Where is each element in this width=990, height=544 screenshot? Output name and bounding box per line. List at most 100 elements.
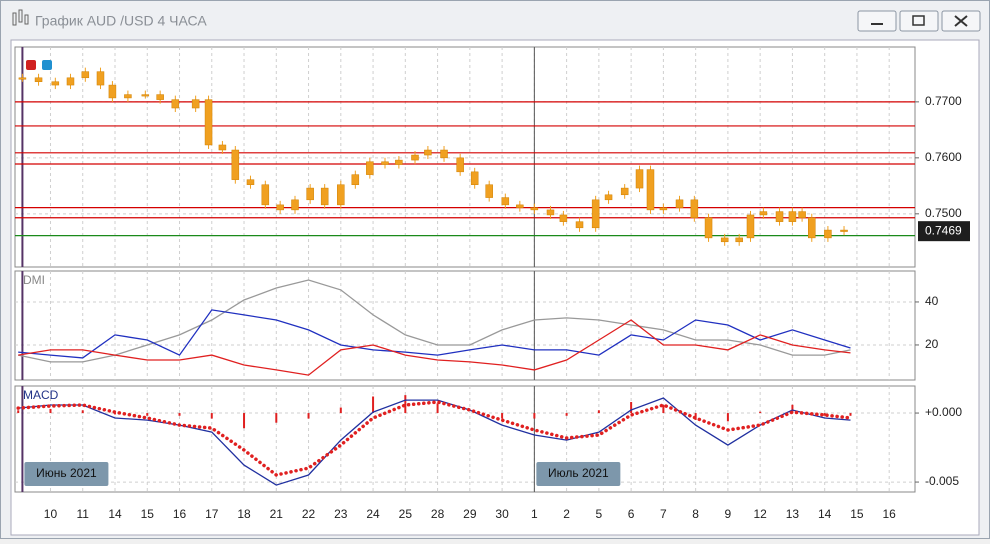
candle bbox=[424, 149, 432, 156]
window-title: График AUD /USD 4 ЧАСА bbox=[35, 13, 207, 29]
candle bbox=[788, 211, 797, 222]
candle bbox=[291, 199, 299, 211]
candle bbox=[381, 161, 389, 165]
y-tick-label: 40 bbox=[925, 294, 939, 308]
candle bbox=[530, 207, 539, 211]
maximize-button[interactable] bbox=[899, 10, 939, 32]
candle bbox=[246, 179, 255, 185]
candle bbox=[204, 99, 213, 146]
candle bbox=[218, 144, 227, 151]
candle bbox=[156, 94, 164, 100]
scheme-blue bbox=[42, 60, 52, 70]
candle bbox=[591, 199, 600, 229]
candle bbox=[620, 187, 629, 196]
candle bbox=[337, 184, 345, 206]
x-tick-label: 16 bbox=[883, 507, 897, 521]
panel-frame bbox=[14, 270, 916, 381]
x-tick-label: 10 bbox=[44, 507, 58, 521]
candle bbox=[306, 187, 314, 201]
panel-frame bbox=[14, 46, 916, 268]
candle bbox=[261, 184, 270, 206]
x-tick-label: 24 bbox=[366, 507, 380, 521]
candle bbox=[646, 169, 655, 211]
candle bbox=[66, 77, 75, 86]
close-button[interactable] bbox=[941, 10, 981, 32]
x-tick-label: 2 bbox=[563, 507, 570, 521]
period-label: Июль 2021 bbox=[548, 466, 609, 480]
candle bbox=[798, 211, 806, 218]
x-tick-label: 13 bbox=[786, 507, 800, 521]
panel-frame bbox=[14, 385, 916, 493]
candle bbox=[485, 184, 493, 198]
x-tick-label: 14 bbox=[818, 507, 832, 521]
series-line bbox=[18, 319, 851, 376]
x-tick-label: 11 bbox=[77, 507, 90, 521]
x-tick-label: 9 bbox=[725, 507, 732, 521]
candle bbox=[720, 237, 729, 243]
x-tick-label: 5 bbox=[596, 507, 603, 521]
series-line bbox=[18, 309, 851, 359]
candle bbox=[108, 84, 117, 99]
candle bbox=[604, 194, 613, 201]
candle bbox=[34, 77, 43, 82]
candle bbox=[840, 229, 848, 232]
y-tick-label: 0.7700 bbox=[925, 94, 962, 108]
candle bbox=[516, 204, 524, 208]
candle bbox=[141, 94, 150, 97]
y-tick-label: -0.005 bbox=[925, 474, 959, 488]
x-tick-label: 23 bbox=[334, 507, 348, 521]
candle bbox=[546, 209, 555, 216]
last-price-label: 0.7469 bbox=[925, 223, 962, 237]
x-tick-label: 29 bbox=[463, 507, 477, 521]
candle bbox=[735, 237, 743, 243]
scheme-red bbox=[26, 60, 36, 70]
x-tick-label: 16 bbox=[173, 507, 187, 521]
candle bbox=[191, 99, 200, 109]
period-label-box bbox=[536, 462, 621, 486]
candle bbox=[559, 214, 568, 222]
x-tick-label: 1 bbox=[531, 507, 538, 521]
panel-title: DMI bbox=[23, 273, 45, 287]
candle bbox=[470, 171, 479, 185]
signal-line bbox=[16, 400, 853, 477]
last-price-box bbox=[918, 221, 970, 242]
x-tick-label: 18 bbox=[237, 507, 251, 521]
candle bbox=[124, 94, 132, 99]
x-tick-label: 21 bbox=[270, 507, 284, 521]
x-tick-label: 22 bbox=[302, 507, 316, 521]
x-tick-label: 30 bbox=[495, 507, 509, 521]
x-tick-label: 15 bbox=[141, 507, 155, 521]
period-label: Июнь 2021 bbox=[36, 466, 97, 480]
candle bbox=[704, 217, 713, 239]
minimize-button[interactable] bbox=[857, 10, 897, 32]
candle bbox=[775, 211, 784, 222]
x-tick-label: 8 bbox=[692, 507, 699, 521]
candle bbox=[501, 197, 510, 206]
candle bbox=[808, 217, 816, 239]
candle bbox=[675, 199, 684, 208]
x-tick-label: 25 bbox=[399, 507, 413, 521]
x-tick-label: 6 bbox=[628, 507, 635, 521]
candle bbox=[411, 154, 419, 161]
x-tick-label: 14 bbox=[108, 507, 122, 521]
candle bbox=[746, 214, 755, 239]
panel-title: MACD bbox=[23, 388, 59, 402]
candle bbox=[690, 199, 699, 218]
y-tick-label: 20 bbox=[925, 337, 939, 351]
candle bbox=[824, 229, 832, 239]
candle bbox=[395, 159, 403, 165]
candle bbox=[440, 149, 448, 159]
candle bbox=[575, 221, 584, 229]
candle bbox=[320, 187, 329, 206]
candle bbox=[366, 161, 374, 175]
x-tick-label: 12 bbox=[753, 507, 767, 521]
candle bbox=[18, 77, 27, 80]
candle bbox=[171, 99, 180, 109]
candle bbox=[276, 204, 284, 211]
title-icon bbox=[12, 9, 29, 26]
y-tick-label: +0.000 bbox=[925, 405, 962, 419]
candle bbox=[759, 211, 768, 216]
candle bbox=[659, 207, 668, 211]
